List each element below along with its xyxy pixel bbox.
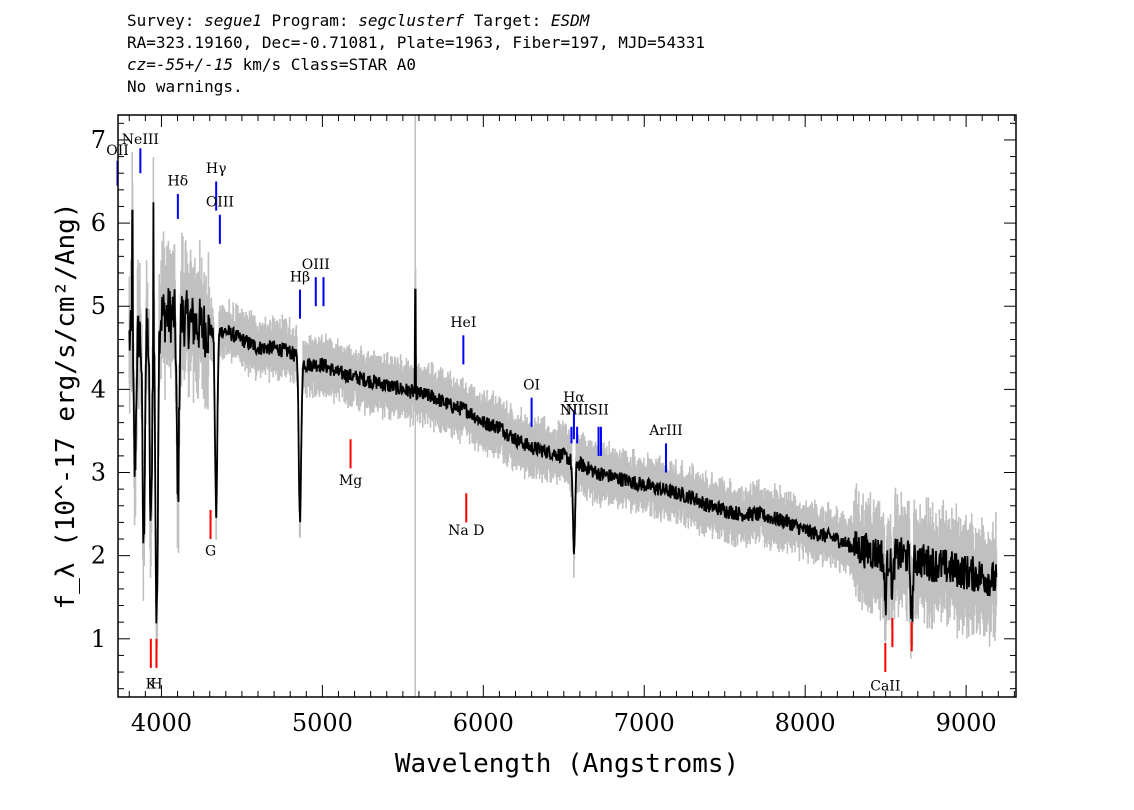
line-marker-label: NeIII: [122, 132, 159, 148]
line-marker-label: Hγ: [206, 161, 227, 177]
x-tick-label: 7000: [614, 709, 675, 737]
header-survey-line: Survey: segue1 Program: segclusterf Targ…: [127, 10, 705, 32]
line-marker-label: Hδ: [168, 174, 189, 190]
y-axis-title-text: f_λ (10^-17 erg/s/cm²/Ang): [51, 203, 81, 610]
line-marker-label: Hα: [563, 390, 585, 406]
header-redshift-line: cz=-55+/-15 km/s Class=STAR A0: [127, 54, 705, 76]
line-marker-label: H: [150, 677, 162, 693]
class-value: km/s Class=STAR A0: [232, 55, 416, 74]
line-marker-label: ArIII: [648, 423, 682, 439]
x-tick-label: 8000: [775, 709, 836, 737]
line-marker-label: Hβ: [290, 269, 310, 285]
y-tick-label: 6: [91, 209, 106, 237]
flux-line: [128, 202, 998, 624]
line-marker-label: G: [205, 544, 216, 560]
x-axis-title: Wavelength (Angstroms): [395, 749, 739, 779]
tick-labels: 4000 5000 6000 7000 8000 9000 1 2 3 4 5 6 7: [91, 126, 997, 737]
line-marker-label: SII: [588, 402, 609, 418]
x-tick-label: 6000: [453, 709, 514, 737]
y-tick-label: 2: [91, 542, 106, 570]
line-marker-label: HeI: [450, 315, 476, 331]
y-tick-label: 3: [91, 459, 106, 487]
line-marker-label: NII: [565, 402, 588, 418]
line-marker-label: OIII: [302, 257, 330, 273]
target-label: Target:: [464, 11, 551, 30]
spectrum-header: Survey: segue1 Program: segclusterf Targ…: [127, 10, 705, 98]
x-tick-label: 9000: [936, 709, 997, 737]
survey-value: segue1: [204, 11, 262, 30]
line-marker-label: OI: [523, 377, 540, 393]
y-tick-label: 4: [91, 375, 106, 403]
flux-series: [128, 202, 998, 624]
line-marker-label: Na D: [448, 523, 484, 539]
target-value: ESDM: [550, 11, 590, 30]
line-marker-label: Mg: [339, 473, 362, 489]
header-warnings-line: No warnings.: [127, 77, 243, 96]
y-tick-label: 1: [91, 625, 106, 653]
y-tick-label: 5: [91, 292, 106, 320]
header-coords-line: RA=323.19160, Dec=-0.71081, Plate=1963, …: [127, 33, 705, 52]
cz-value: cz=-55+/-15: [127, 55, 233, 74]
program-label: Program:: [261, 11, 359, 30]
axis-ticks: [118, 115, 1016, 697]
line-marker-label: K: [146, 677, 157, 693]
line-marker-label: CaII: [870, 678, 900, 694]
line-marker-label: NII: [560, 402, 583, 418]
y-tick-label: 7: [91, 126, 106, 154]
y-axis-title: f_λ (10^-17 erg/s/cm²/Ang): [51, 203, 81, 610]
program-value: segclusterf: [358, 11, 465, 30]
survey-label: Survey:: [127, 11, 205, 30]
x-tick-label: 4000: [131, 709, 192, 737]
x-tick-label: 5000: [292, 709, 353, 737]
line-marker-label: OIII: [206, 194, 234, 210]
